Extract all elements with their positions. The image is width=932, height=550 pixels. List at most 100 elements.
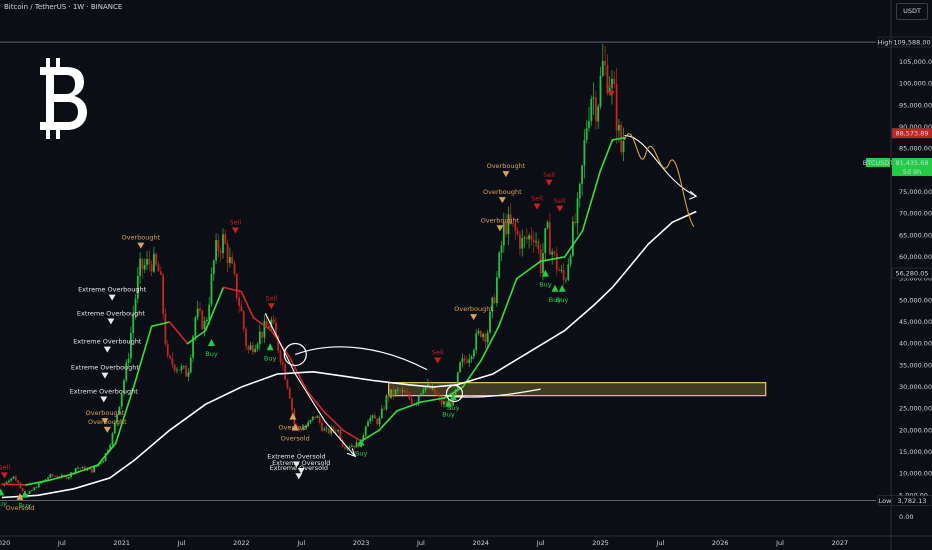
- candle-body: [157, 264, 160, 272]
- candle-body: [408, 393, 411, 399]
- candle: [159, 266, 162, 276]
- candle-body: [327, 428, 330, 434]
- signal-label: Overbought: [483, 188, 522, 196]
- signal-marker: [556, 205, 564, 212]
- candle-body: [252, 345, 254, 353]
- signal-marker: [21, 490, 29, 498]
- candle: [37, 482, 40, 488]
- signal-overbought: Overbought: [481, 216, 520, 232]
- candle-body: [371, 415, 374, 418]
- candle-body: [330, 427, 333, 434]
- candle-body: [104, 453, 107, 461]
- candle-body: [509, 214, 512, 224]
- candle-body: [130, 332, 132, 359]
- candle: [277, 334, 280, 354]
- candle: [567, 258, 570, 282]
- candle-body: [17, 480, 20, 483]
- y-tick-label: 90,000.00: [899, 123, 932, 131]
- signal-label: Buy: [442, 411, 455, 419]
- ema-fast-segment: [563, 230, 584, 258]
- candle-body: [463, 358, 466, 361]
- candle: [83, 465, 86, 472]
- candle-body: [546, 222, 549, 229]
- ema-fast-segment: [240, 290, 255, 319]
- candle-body: [238, 297, 240, 306]
- signal-marker: [551, 284, 559, 292]
- candle: [261, 331, 264, 344]
- candle-body: [594, 97, 597, 122]
- candle: [528, 233, 531, 249]
- candle: [519, 230, 521, 256]
- signal-label: Buy: [264, 354, 277, 362]
- signal-extreme: Extreme Oversold: [267, 452, 326, 468]
- candle: [523, 235, 526, 248]
- candle-body: [88, 468, 91, 470]
- candle: [500, 240, 503, 262]
- candle: [578, 182, 581, 208]
- candle: [111, 432, 114, 448]
- candle-body: [456, 372, 459, 390]
- signal-marker: [101, 372, 109, 379]
- signal-overbought: Overbought: [122, 234, 161, 249]
- y-tick-label: 100,000.00: [899, 80, 932, 88]
- candle: [153, 246, 155, 274]
- candle-body: [86, 468, 89, 471]
- candle-body: [231, 257, 234, 264]
- candle-body: [281, 362, 284, 365]
- signal-label: Extreme Overbought: [78, 286, 147, 294]
- candle-body: [417, 396, 420, 403]
- candle-body: [507, 214, 510, 235]
- candle-body: [153, 253, 155, 272]
- signal-marker: [533, 203, 541, 210]
- ema-fast-segment: [132, 325, 153, 388]
- x-tick-label: 2020: [0, 539, 10, 547]
- candle-body: [120, 393, 123, 407]
- candle: [231, 252, 234, 265]
- signal-buy: Buy: [556, 284, 569, 304]
- candle: [509, 203, 512, 226]
- candle-body: [265, 321, 268, 326]
- signal-buy: Buy: [549, 284, 561, 304]
- candle-body: [449, 399, 452, 406]
- candle: [604, 45, 607, 76]
- candle: [585, 120, 588, 144]
- candle-body: [5, 481, 8, 484]
- candle-body: [332, 427, 335, 431]
- signal-buy: Buy: [539, 269, 552, 289]
- candle-body: [325, 428, 328, 430]
- signal-buy: Buy: [264, 343, 277, 362]
- candle-body: [562, 269, 565, 280]
- y-tick-label: 40,000.00: [899, 340, 932, 348]
- candle: [606, 54, 609, 96]
- y-tick-label: 15,000.00: [899, 448, 932, 456]
- signal-marker: [444, 399, 452, 407]
- candle-body: [102, 460, 105, 463]
- candle-body: [304, 426, 307, 428]
- signal-sell: Sell: [554, 197, 566, 212]
- candle-body: [567, 264, 570, 280]
- candle: [371, 414, 374, 422]
- signal-marker: [101, 418, 109, 425]
- candle: [298, 427, 300, 433]
- candle: [390, 389, 392, 400]
- candle: [410, 396, 413, 405]
- ema-fast-segment: [204, 286, 225, 332]
- candle: [440, 393, 443, 408]
- signal-label: Overbought: [481, 216, 520, 224]
- ema-fast-segment: [114, 386, 135, 445]
- candle-body: [249, 345, 252, 350]
- candle-body: [521, 238, 524, 249]
- signal-marker: [502, 171, 510, 178]
- candle-body: [440, 397, 443, 405]
- candle: [482, 332, 485, 342]
- candle: [176, 367, 178, 374]
- candle-body: [196, 308, 199, 318]
- candle: [54, 475, 56, 477]
- candle-body: [484, 333, 487, 343]
- signal-label: Extreme Oversold: [267, 452, 325, 460]
- currency-button[interactable]: USDT: [896, 3, 928, 20]
- signal-label: Sell: [230, 218, 242, 226]
- candle: [222, 228, 224, 259]
- candle: [516, 227, 519, 237]
